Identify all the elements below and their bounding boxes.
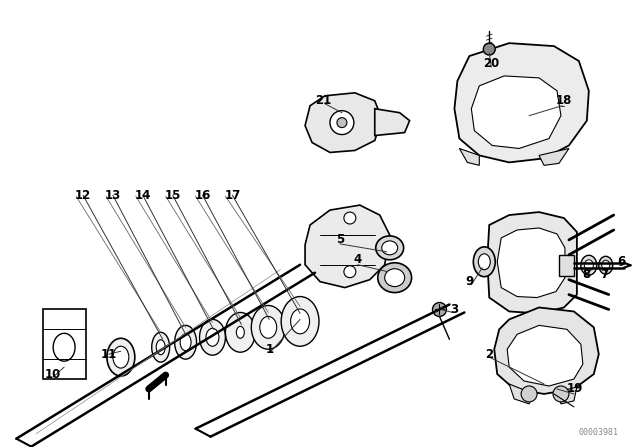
Circle shape [330, 111, 354, 134]
Polygon shape [539, 148, 569, 165]
Ellipse shape [236, 326, 244, 338]
Polygon shape [471, 76, 561, 148]
Polygon shape [557, 387, 577, 404]
Polygon shape [305, 205, 390, 288]
Circle shape [433, 302, 447, 316]
Polygon shape [460, 148, 479, 165]
Ellipse shape [474, 247, 495, 277]
Ellipse shape [53, 333, 75, 361]
Polygon shape [497, 228, 565, 297]
Text: 17: 17 [224, 189, 241, 202]
Ellipse shape [376, 236, 404, 260]
Text: 5: 5 [336, 233, 344, 246]
Ellipse shape [200, 319, 225, 355]
Circle shape [483, 43, 495, 55]
Polygon shape [494, 307, 599, 394]
Polygon shape [509, 384, 534, 404]
Polygon shape [375, 109, 410, 136]
Ellipse shape [113, 346, 129, 368]
Circle shape [337, 118, 347, 128]
Ellipse shape [478, 254, 490, 270]
Ellipse shape [152, 332, 170, 362]
Ellipse shape [281, 297, 319, 346]
Polygon shape [44, 310, 86, 379]
Text: 15: 15 [164, 189, 181, 202]
Text: 14: 14 [134, 189, 151, 202]
Ellipse shape [385, 269, 404, 287]
Polygon shape [305, 93, 381, 152]
Text: 7: 7 [601, 268, 609, 281]
Text: 1: 1 [266, 343, 275, 356]
Text: 4: 4 [354, 253, 362, 266]
Text: 3: 3 [451, 303, 458, 316]
Ellipse shape [107, 338, 135, 376]
Ellipse shape [584, 260, 593, 271]
Text: 21: 21 [315, 94, 331, 107]
Ellipse shape [225, 312, 255, 352]
Circle shape [344, 212, 356, 224]
Ellipse shape [156, 340, 165, 355]
Ellipse shape [252, 306, 285, 349]
Text: 20: 20 [483, 56, 499, 69]
Polygon shape [454, 43, 589, 162]
Ellipse shape [381, 241, 397, 255]
Circle shape [344, 266, 356, 278]
Text: 13: 13 [105, 189, 121, 202]
Text: 8: 8 [582, 268, 591, 281]
Ellipse shape [599, 256, 612, 274]
Text: 18: 18 [556, 94, 572, 107]
Text: 9: 9 [465, 275, 474, 288]
Ellipse shape [378, 263, 412, 293]
Ellipse shape [581, 255, 596, 275]
Ellipse shape [175, 325, 196, 359]
Text: 2: 2 [485, 348, 493, 361]
Polygon shape [487, 212, 577, 314]
Ellipse shape [206, 328, 219, 346]
Text: 12: 12 [75, 189, 91, 202]
Text: 16: 16 [195, 189, 211, 202]
Circle shape [553, 386, 569, 402]
Text: 11: 11 [100, 348, 117, 361]
Polygon shape [559, 255, 574, 276]
Ellipse shape [602, 260, 610, 270]
Text: 10: 10 [45, 367, 61, 380]
Ellipse shape [260, 316, 276, 338]
Text: 6: 6 [618, 255, 626, 268]
Text: 00003981: 00003981 [579, 428, 619, 437]
Ellipse shape [180, 334, 191, 351]
Text: 19: 19 [566, 383, 583, 396]
Ellipse shape [291, 309, 310, 334]
Circle shape [521, 386, 537, 402]
Polygon shape [507, 325, 583, 386]
